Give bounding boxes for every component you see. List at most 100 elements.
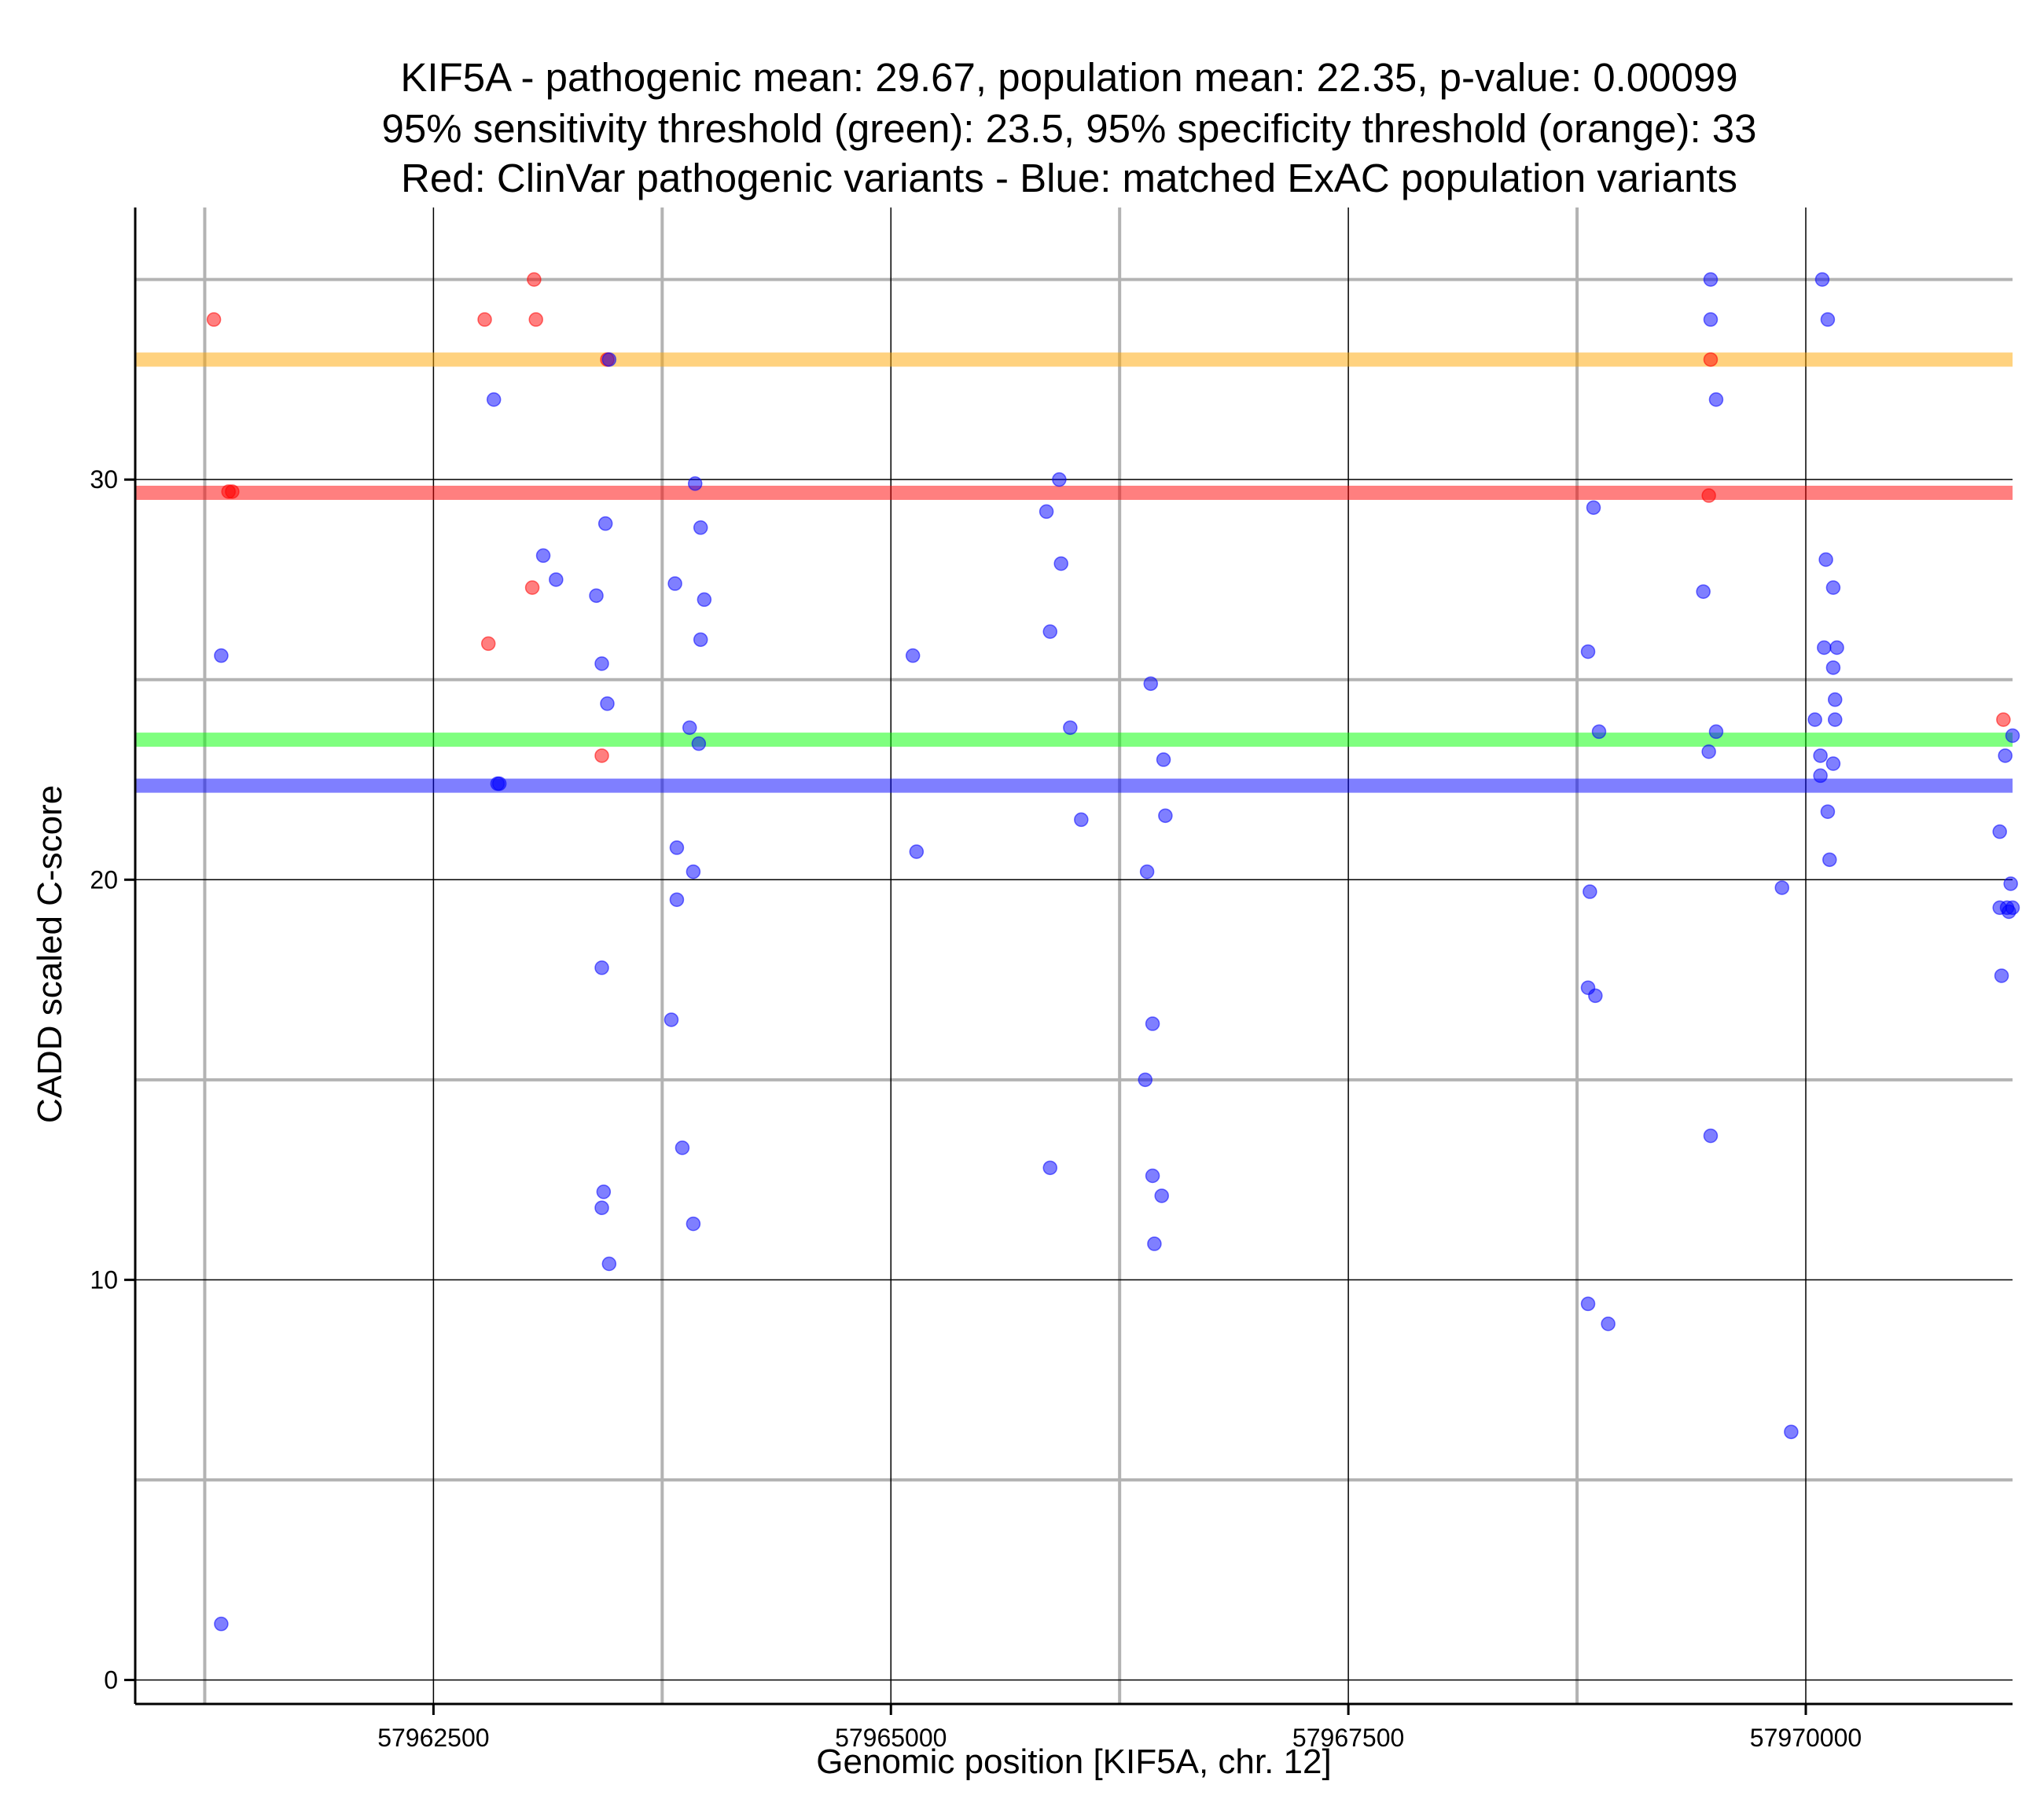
- pathogenic-point: [528, 312, 543, 327]
- population-point: [594, 1200, 609, 1215]
- population-point: [1994, 968, 2009, 983]
- population-point: [1145, 1016, 1160, 1031]
- population-point: [1591, 724, 1607, 740]
- x-axis-title: Genomic position [KIF5A, chr. 12]: [816, 1742, 1331, 1781]
- axes: [134, 207, 2013, 1706]
- chart-title: KIF5A - pathogenic mean: 29.67, populati…: [381, 55, 1756, 200]
- population-point: [1813, 748, 1828, 763]
- population-point: [1042, 624, 1057, 639]
- x-tick-label: 57967500: [1292, 1724, 1404, 1752]
- population-point: [600, 696, 615, 711]
- pathogenic-point: [1703, 352, 1719, 367]
- population-point: [1588, 988, 1603, 1004]
- population-point: [601, 352, 617, 367]
- population-point: [667, 576, 682, 591]
- population-point: [1827, 712, 1843, 727]
- population-point: [214, 1616, 229, 1632]
- population-point: [1784, 1424, 1799, 1440]
- population-point: [693, 632, 708, 648]
- population-point: [1601, 1316, 1616, 1331]
- population-point: [1818, 552, 1833, 567]
- population-point: [1147, 1236, 1162, 1251]
- pathogenic-point: [225, 484, 240, 499]
- population-point: [1825, 580, 1841, 595]
- population-point: [1825, 660, 1841, 675]
- data-points: [206, 272, 2020, 1632]
- population-point: [1063, 720, 1078, 736]
- population-point: [691, 736, 707, 751]
- population-point: [1827, 692, 1843, 707]
- population-point: [1156, 752, 1171, 767]
- population-point: [2003, 876, 2018, 891]
- population-point: [1813, 768, 1828, 784]
- pathogenic-point: [524, 580, 540, 595]
- population-point: [1703, 1128, 1719, 1144]
- population-point: [1820, 312, 1836, 327]
- population-point: [669, 892, 685, 907]
- pathogenic-point: [477, 312, 492, 327]
- title-line-1: KIF5A - pathogenic mean: 29.67, populati…: [400, 55, 1737, 100]
- population-point: [1703, 312, 1719, 327]
- population-point: [486, 392, 502, 407]
- population-point: [1052, 472, 1067, 487]
- population-point: [1708, 392, 1724, 407]
- population-point: [1143, 676, 1159, 692]
- x-tick-label: 57965000: [835, 1724, 947, 1752]
- population-point: [596, 1184, 612, 1199]
- y-tick-label: 20: [90, 865, 118, 894]
- population-point: [214, 648, 229, 663]
- population-point: [669, 840, 685, 855]
- population-point: [1586, 500, 1601, 516]
- population-point: [682, 720, 697, 736]
- population-point: [687, 476, 703, 491]
- population-point: [1708, 724, 1724, 740]
- population-point: [1825, 756, 1841, 771]
- population-point: [535, 548, 551, 564]
- title-line-2: 95% sensitivity threshold (green): 23.5,…: [381, 106, 1756, 151]
- x-tick-label: 57970000: [1750, 1724, 1862, 1752]
- pathogenic-point: [206, 312, 222, 327]
- population-point: [1053, 556, 1068, 571]
- population-point: [686, 1216, 701, 1232]
- population-point: [1817, 640, 1832, 655]
- population-point: [675, 1140, 690, 1155]
- population-point: [1696, 584, 1711, 599]
- population-point: [1814, 272, 1830, 287]
- population-point: [1998, 748, 2013, 763]
- population-point: [693, 520, 708, 535]
- population-point: [1145, 1168, 1160, 1184]
- population-point: [2005, 900, 2020, 916]
- population-point: [909, 844, 925, 859]
- population-point: [1829, 640, 1844, 655]
- population-point: [1820, 804, 1836, 819]
- tick-labels: 57962500 57965000 57967500 57970000 0 10 20 30: [90, 465, 1862, 1752]
- population-point: [1583, 884, 1597, 899]
- x-tick-label: 57962500: [377, 1724, 489, 1752]
- pathogenic-point: [527, 272, 542, 287]
- y-tick-label: 10: [90, 1265, 118, 1294]
- population-point: [664, 1012, 679, 1027]
- population-point: [697, 592, 712, 608]
- population-point: [594, 960, 609, 975]
- reference-lines: [135, 352, 2013, 793]
- population-point: [549, 572, 564, 587]
- population-point: [1039, 504, 1054, 520]
- population-point: [1154, 1188, 1169, 1203]
- grid-lines: [135, 207, 2013, 1704]
- population-point: [2005, 728, 2020, 744]
- population-point: [594, 656, 609, 671]
- pathogenic-point: [594, 748, 609, 763]
- population-point: [597, 516, 613, 531]
- population-point: [1042, 1160, 1057, 1176]
- population-point: [601, 1256, 617, 1272]
- population-point: [589, 588, 604, 604]
- title-line-3: Red: ClinVar pathogenic variants - Blue:…: [401, 156, 1737, 200]
- y-tick-label: 0: [104, 1665, 118, 1694]
- population-point: [1822, 852, 1837, 868]
- population-point: [1074, 812, 1089, 828]
- population-point: [1138, 1072, 1153, 1088]
- pathogenic-point: [1701, 488, 1716, 503]
- y-axis-title: CADD scaled C-score: [31, 785, 69, 1123]
- population-point: [1703, 272, 1719, 287]
